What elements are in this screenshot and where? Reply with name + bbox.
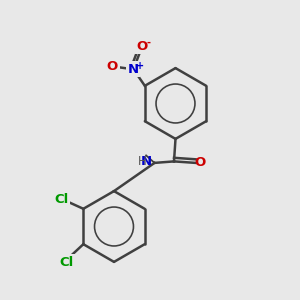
Text: H: H <box>138 155 147 168</box>
Text: -: - <box>146 38 150 48</box>
Text: O: O <box>137 40 148 53</box>
Text: +: + <box>136 61 144 71</box>
Text: O: O <box>107 60 118 74</box>
Text: Cl: Cl <box>54 193 69 206</box>
Text: O: O <box>194 156 206 170</box>
Text: Cl: Cl <box>60 256 74 269</box>
Text: N: N <box>140 155 152 168</box>
Text: N: N <box>128 63 139 76</box>
